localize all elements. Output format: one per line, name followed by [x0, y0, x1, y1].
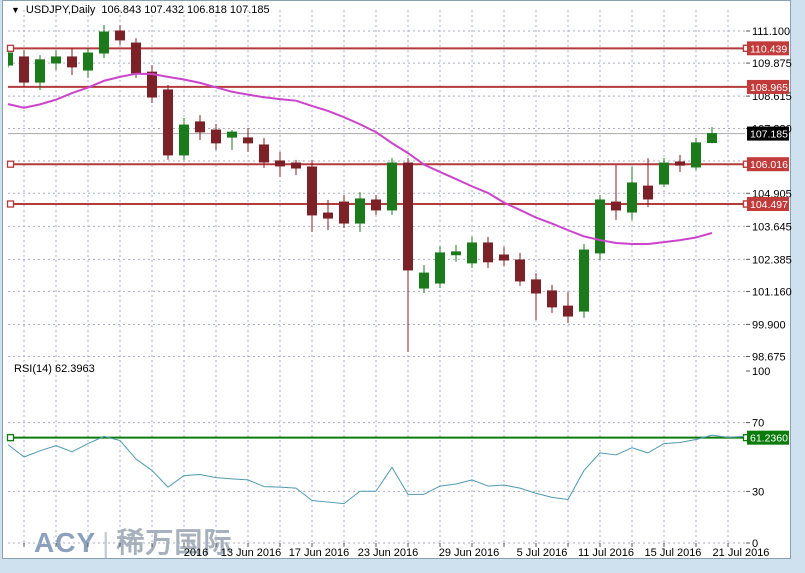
- rsi-level-label-box: [747, 430, 789, 445]
- rsi-indicator-label: RSI(14) 62.3963: [14, 363, 95, 375]
- candle: [323, 212, 333, 219]
- candle: [707, 133, 717, 144]
- horizontal-level-lines[interactable]: [6, 44, 751, 208]
- symbol-period-label: USDJPY,Daily: [25, 4, 96, 16]
- candle: [99, 31, 109, 54]
- candle: [547, 290, 557, 308]
- price-level-label: 110.439: [750, 43, 787, 55]
- date-label: 21 Jul 2016: [713, 547, 770, 559]
- candle: [227, 131, 237, 138]
- price-level-label-box: [747, 79, 789, 94]
- candle: [675, 161, 685, 166]
- chevron-down-icon[interactable]: ▼: [11, 4, 20, 15]
- candle: [8, 52, 13, 66]
- candle: [243, 137, 253, 144]
- price-tick-label: 103.645: [752, 221, 792, 233]
- rsi-line: [7, 434, 745, 505]
- candle: [211, 129, 221, 144]
- chart-title-bar: ▼ USDJPY,Daily 106.843 107.432 106.818 1…: [11, 4, 270, 16]
- chart-window: [2, 0, 791, 559]
- rsi-tick-label: 0: [752, 538, 758, 550]
- candle: [339, 201, 349, 224]
- candle: [563, 305, 573, 317]
- candle: [275, 160, 285, 167]
- price-tick-label: 99.900: [752, 319, 786, 331]
- candle: [131, 42, 141, 74]
- candle: [387, 162, 397, 211]
- price-tick-label: 109.875: [752, 58, 792, 70]
- candle: [499, 254, 509, 261]
- candle: [291, 162, 301, 169]
- rsi-tick-label: 100: [752, 366, 770, 378]
- price-axis[interactable]: 111.100109.875108.615107.380104.905103.6…: [742, 26, 792, 550]
- candle: [419, 272, 429, 289]
- price-level-label-box: [747, 41, 789, 56]
- candle: [467, 242, 477, 264]
- price-tick-label: 108.615: [752, 91, 792, 103]
- candle: [659, 162, 669, 185]
- price-level-label-box: [747, 157, 789, 172]
- price-level-label: 106.016: [750, 159, 788, 171]
- date-label: 13 Jun 2016: [221, 547, 282, 559]
- price-level-label: 104.497: [750, 199, 788, 211]
- candle: [259, 144, 269, 163]
- candle: [35, 59, 45, 83]
- date-label: 11 Jul 2016: [578, 547, 634, 559]
- grid: [8, 10, 745, 544]
- time-axis[interactable]: 2016 13 Jun 2016 17 Jun 2016 23 Jun 2016 29 …: [23, 543, 770, 559]
- candle: [371, 199, 381, 211]
- candle: [611, 201, 621, 211]
- candle: [307, 166, 317, 216]
- candle: [179, 124, 189, 156]
- watermark-divider: |: [102, 527, 111, 558]
- candle: [515, 259, 525, 282]
- date-label: 15 Jul 2016: [645, 547, 702, 559]
- candle: [67, 56, 77, 68]
- rsi-tick-label: 70: [752, 418, 764, 430]
- candle: [147, 71, 157, 98]
- candle: [451, 251, 461, 256]
- rsi-tick-label: 30: [752, 486, 764, 498]
- price-tick-label: 101.160: [752, 286, 792, 298]
- date-label: 23 Jun 2016: [358, 547, 419, 559]
- candle: [531, 279, 541, 294]
- candle: [595, 199, 605, 254]
- candle: [643, 185, 653, 200]
- candle: [83, 52, 93, 71]
- rsi-level-label: 61.2360: [750, 433, 788, 445]
- price-level-label-box: [747, 126, 789, 141]
- price-tick-label: 111.100: [752, 26, 790, 38]
- candle: [483, 242, 493, 263]
- moving-average-line: [7, 72, 713, 246]
- price-tick-label: 98.675: [752, 352, 786, 364]
- price-level-label: 108.965: [750, 82, 788, 94]
- date-label: 5 Jul 2016: [517, 547, 568, 559]
- candle: [195, 121, 205, 133]
- date-label: 2016: [184, 547, 208, 559]
- candle: [19, 56, 29, 83]
- candle: [403, 162, 413, 271]
- ohlc-values-label: 106.843 107.432 106.818 107.185: [101, 4, 270, 16]
- date-label: 17 Jun 2016: [289, 547, 350, 559]
- candle: [627, 182, 637, 213]
- price-level-label-box: [747, 196, 789, 211]
- candle: [51, 56, 61, 64]
- price-level-label: 107.185: [750, 129, 788, 141]
- candle: [691, 142, 701, 168]
- date-label: 29 Jun 2016: [439, 547, 500, 559]
- candle: [163, 89, 173, 156]
- price-tick-label: 102.385: [752, 254, 792, 266]
- candle: [579, 249, 589, 312]
- candlestick-series: [8, 24, 717, 352]
- candle: [435, 252, 445, 284]
- candle: [115, 30, 125, 41]
- rsi-level-line[interactable]: [6, 434, 751, 442]
- candle: [355, 198, 365, 224]
